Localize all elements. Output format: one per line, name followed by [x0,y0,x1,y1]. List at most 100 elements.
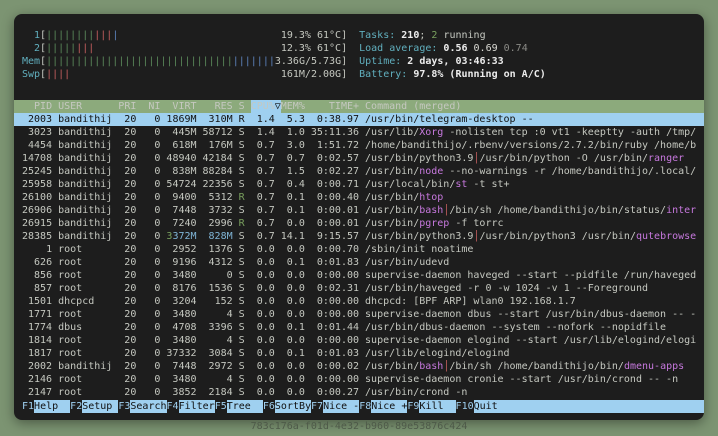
cell-virt: 9196 [172,257,197,268]
cell-virt: 3480 [172,309,197,320]
htop-header: 1[|||||||||||| 19.3% 61°C] 2[|||||||| 12.3… [14,14,704,81]
cell-mem: 5.3 [286,114,305,125]
process-row[interactable]: 3023 bandithij 20 0 445M 58712 S 1.4 1.0 35:11.36… [14,126,704,139]
fnkey-help-key[interactable]: F1 [22,401,35,412]
cell-ni: 0 [154,309,161,320]
cell-mem: 0.1 [286,322,305,333]
cell-ni: 0 [154,140,161,151]
stat-uptime: Uptime: 2 days, 03:46:33 [359,56,504,67]
column-header-pri[interactable]: PRI [118,101,137,112]
process-row[interactable]: 1774 dbus 20 0 4708 3396 S 0.0 0.1 0:01.44/usr/bi… [14,321,704,334]
cell-time: 0:02.31 [316,283,360,294]
process-row[interactable]: 26100 bandithij 20 0 9400 5312 R 0.7 0.1 0:00.40 /… [14,191,704,204]
cell-res: 58712 [202,127,233,138]
column-header-cpu[interactable]: CPU% [250,100,275,113]
cell-pid: 857 [34,283,53,294]
cell-pid: 2003 [28,114,53,125]
cell-pri: 20 [124,166,137,177]
process-row[interactable]: 14708 bandithij 20 0 48940 42184 S 0.7 0.7 0:02.5… [14,152,704,165]
fnkey-nice-plus-key[interactable]: F8 [359,401,372,412]
fnkey-kill-label[interactable]: Kill [419,400,456,413]
cell-cmd: /usr/bin/python3.9│/usr/bin/python -O /u… [365,153,685,164]
cell-res: 4 [226,374,233,385]
process-row[interactable]: 28385 bandithij 20 0 3372M 828M S 0.7 14.1 9:15.5… [14,230,704,243]
column-header-pid[interactable]: PID [34,101,53,112]
fnkey-search-label[interactable]: Search [130,400,167,413]
process-row[interactable]: 857 root 20 0 8176 1536 S 0.0 0.0 0:02.31/usr/bin… [14,282,704,295]
cell-ni: 0 [154,179,161,190]
cell-mem: 0.1 [286,257,305,268]
cell-s: S [238,205,245,216]
process-row[interactable]: 856 root 20 0 3480 0 S 0.0 0.0 0:00.00 supervise-d… [14,269,704,282]
cell-mem: 0.7 [286,153,305,164]
process-row[interactable]: 25958 bandithij 20 0 54724 22356 S 0.7 0.4 0:00.7… [14,178,704,191]
fnkey-quit-label[interactable]: Quit [473,400,510,413]
meter-mem: Mem[||||||||||||||||||||||||||||||||||||… [22,56,348,67]
process-row[interactable]: 25245 bandithij 20 0 838M 88284 S 0.7 1.5 0:02.27… [14,165,704,178]
cell-time: 0:01.44 [316,322,360,333]
process-row[interactable]: 2002 bandithij 20 0 7448 2972 S 0.0 0.0 0:00.02/u… [14,360,704,373]
cell-user: bandithij [58,231,113,242]
cell-cmd: /usr/bin/bash│/bin/sh /home/bandithijo/b… [365,361,685,372]
fnkey-kill-key[interactable]: F9 [407,401,420,412]
fnkey-filter-key[interactable]: F4 [166,401,179,412]
cell-virt: 48940 [166,153,197,164]
process-row[interactable]: 26915 bandithij 20 0 7240 2996 R 0.7 0.0 0:00.01 /… [14,217,704,230]
column-header-time[interactable]: TIME+ [328,101,360,112]
cell-cmd: /usr/local/bin/st -t st+ [365,179,510,190]
cell-cmd: /usr/bin/crond -n [365,387,468,398]
fnkey-nice-minus-key[interactable]: F7 [311,401,324,412]
cell-pri: 20 [124,179,137,190]
cell-cmd: /usr/bin/udevd [365,257,450,268]
cell-cpu: 0.0 [256,374,275,385]
fnkey-setup-label[interactable]: Setup [82,400,119,413]
fnkey-quit-key[interactable]: F10 [455,401,474,412]
cell-s: R [238,192,245,203]
cell-cpu: 0.7 [256,192,275,203]
process-row-selected[interactable]: 2003 bandithij 20 0 1869M 310M R 1.4 5.3 0:38.97 /… [14,113,704,126]
fnkey-tree-key[interactable]: F5 [214,401,227,412]
cell-pri: 20 [124,322,137,333]
fnkey-tree-label[interactable]: Tree [226,400,263,413]
cell-pri: 20 [124,361,137,372]
cell-res: 310M [208,114,233,125]
cell-s: S [238,231,245,242]
cell-time: 0:00.70 [316,244,360,255]
process-row[interactable]: 1814 root 20 0 3480 4 S 0.0 0.0 0:00.00 supervise-… [14,334,704,347]
process-row[interactable]: 2147 root 20 0 3852 2184 S 0.0 0.0 0:00.27/usr/bi… [14,386,704,399]
cell-time: 0:01.03 [316,348,360,359]
fnkey-sortby-key[interactable]: F6 [262,401,275,412]
process-row[interactable]: 1771 root 20 0 3480 4 S 0.0 0.0 0:00.00 supervise-… [14,308,704,321]
column-header-res[interactable]: RES [214,101,233,112]
cell-mem: 0.0 [286,283,305,294]
cell-pri: 20 [124,127,137,138]
column-header-s[interactable]: S [238,101,245,112]
process-row[interactable]: 26906 bandithij 20 0 7448 3732 S 0.7 0.1 0:00.01 /… [14,204,704,217]
fnkey-nice-minus-label[interactable]: Nice - [323,400,360,413]
process-row[interactable]: 2146 root 20 0 3480 4 S 0.0 0.0 0:00.00 supervise-… [14,373,704,386]
process-row[interactable]: 1817 root 20 0 37332 3084 S 0.0 0.1 0:01.03/usr/l… [14,347,704,360]
cell-pri: 20 [124,192,137,203]
cell-res: 1376 [208,244,233,255]
column-header-ni[interactable]: NI [148,101,161,112]
fnkey-sortby-label[interactable]: SortBy [274,400,312,413]
cell-pri: 20 [124,153,137,164]
column-header-virt[interactable]: VIRT [172,101,197,112]
cell-cpu: 0.7 [256,205,275,216]
column-header-user[interactable]: USER [58,101,83,112]
fnkey-filter-label[interactable]: Filter [178,400,215,413]
fnkey-help-label[interactable]: Help [34,400,71,413]
process-row[interactable]: 626 root 20 0 9196 4312 S 0.0 0.1 0:01.83/usr/bin… [14,256,704,269]
cell-time: 0:00.71 [316,179,360,190]
cell-virt: 7448 [172,361,197,372]
fnkey-nice-plus-label[interactable]: Nice + [371,400,408,413]
process-row[interactable]: 4454 bandithij 20 0 618M 176M S 0.7 3.0 1:51.72/h… [14,139,704,152]
cell-mem: 1.5 [286,166,305,177]
fnkey-setup-key[interactable]: F2 [70,401,83,412]
fnkey-search-key[interactable]: F3 [118,401,131,412]
process-row[interactable]: 1501 dhcpcd 20 0 3204 152 S 0.0 0.0 0:00.00 dhcpcd… [14,295,704,308]
column-header-mem[interactable]: MEM% [280,101,305,112]
cell-s: R [238,218,245,229]
process-row[interactable]: 1 root 20 0 2952 1376 S 0.0 0.0 0:00.70/sbin/init… [14,243,704,256]
fnbar-filler [509,400,704,413]
